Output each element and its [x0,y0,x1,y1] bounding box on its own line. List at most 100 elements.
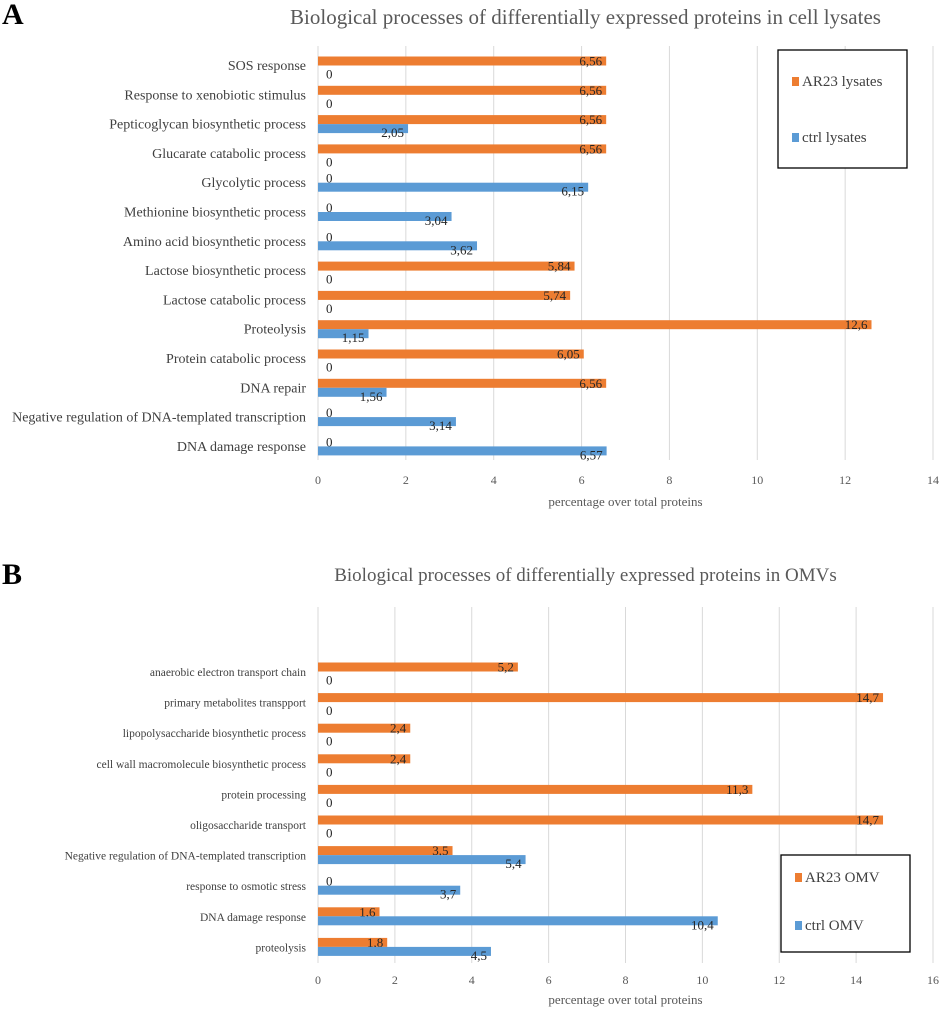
chart-a-x-tick-label: 6 [579,473,585,487]
chart-b-bar-series2 [318,855,526,865]
chart-b-category-label: lipopolysaccharide biosynthetic process [123,728,307,740]
chart-a-data-label: 6,15 [561,184,584,199]
chart-a-data-label: 5,84 [548,259,571,274]
chart-a-data-label: 0 [326,405,333,420]
chart-b-data-label: 0 [326,703,333,718]
chart-a-category-label: SOS response [228,59,306,74]
chart-a-x-tick-label: 14 [927,473,939,487]
chart-b-bar-series2 [318,885,461,895]
chart-a-bar-series2 [318,124,409,134]
chart-a-data-label: 0 [326,96,333,111]
chart-b-data-label: 0 [326,795,333,810]
chart-a-data-label: 6,57 [580,447,603,462]
panel-label-a: A [2,0,24,31]
chart-a-x-tick-label: 8 [666,473,672,487]
chart-b-data-label: 10,4 [691,917,714,932]
chart-a-bar-series1 [318,85,607,95]
chart-a-category-label: Glycolytic process [201,176,306,191]
chart-b-category-label: DNA damage response [200,912,306,924]
chart-a-bar-series1 [318,115,607,125]
chart-b-category-label: proteolysis [256,942,307,954]
chart-a-category-label: Protein catabolic process [166,352,306,367]
chart-a-category-label: DNA damage response [177,440,306,455]
chart-a-data-label: 3,04 [425,213,448,228]
chart-a-bar-series2 [318,387,387,397]
chart-a-bar-series2 [318,212,452,221]
chart-a-category-label: Glucarate catabolic process [152,147,306,162]
chart-b-legend-swatch [795,873,802,882]
chart-a-legend-box [777,49,908,169]
chart-b-data-label: 0 [326,734,333,749]
chart-b-category-label: primary metabolites transpport [164,698,307,710]
chart-a-bar-series2 [318,417,456,427]
chart-a-data-label: 2,05 [381,125,404,140]
chart-a-bar-series1 [318,349,584,359]
chart-a-category-label: Methionine biosynthetic process [124,206,306,221]
chart-a-bar-series1 [318,378,607,388]
chart-a-data-label: 6,56 [579,112,602,127]
chart-a-category-label: Negative regulation of DNA-templated tra… [12,411,306,426]
chart-a-data-label: 6,56 [579,83,602,98]
chart-b-bar-series2 [318,946,491,956]
chart-a-bar-series1 [318,290,571,300]
chart-a-category-label: Lactose catabolic process [163,293,306,308]
chart-a-title: Biological processes of differentially e… [290,5,881,29]
chart-a-category-label: Proteolysis [244,323,306,338]
chart-a-legend-label: ctrl lysates [802,130,867,146]
chart-a-x-tick-label: 12 [839,473,851,487]
chart-b-bar-series1 [318,846,453,856]
chart-b-bar-series1 [318,907,380,917]
chart-b-data-label: 0 [326,874,333,889]
chart-b-data-label: 14,7 [856,690,879,705]
chart-b-data-label: 14,7 [856,813,879,828]
chart-a-bar-series1 [318,56,607,66]
chart-b-x-tick-label: 12 [773,973,785,987]
chart-a-x-tick-label: 2 [403,473,409,487]
chart-b-data-label: 0 [326,673,333,688]
chart-a-data-label: 1,56 [360,389,383,404]
chart-a-category-label: Pepticoglycan biosynthetic process [109,118,306,133]
chart-b-bar-series1 [318,815,884,825]
chart-a-x-tick-label: 10 [751,473,763,487]
chart-b-x-axis-label: percentage over total proteins [548,992,702,1007]
chart-a-x-tick-label: 4 [491,473,497,487]
chart-b-category-label: response to osmotic stress [186,881,306,893]
chart-a-x-tick-label: 0 [315,473,321,487]
panel-label-b: B [2,558,23,591]
chart-a-category-label: Amino acid biosynthetic process [123,235,306,250]
chart-b-data-label: 3,7 [440,887,457,902]
chart-a-data-label: 12,6 [845,317,868,332]
chart-a-x-axis-label: percentage over total proteins [548,494,702,509]
chart-b-category-label: Negative regulation of DNA-templated tra… [65,851,307,863]
chart-a-data-label: 5,74 [543,288,566,303]
chart-b-x-tick-label: 14 [850,973,862,987]
chart-a-data-label: 6,56 [579,141,602,156]
chart-a-data-label: 0 [326,229,333,244]
chart-a-data-label: 0 [326,360,333,375]
chart-a-data-label: 3,62 [450,242,473,257]
chart-b-x-tick-label: 4 [469,973,475,987]
chart-a-legend-label: AR23 lysates [802,74,883,90]
chart-b-data-label: 3,5 [432,843,448,858]
chart-b-x-tick-label: 10 [696,973,708,987]
chart-b-data-label: 2,4 [390,751,407,766]
chart-a-bar-series2 [318,241,478,251]
chart-b-bar-series1 [318,693,884,703]
chart-a-data-label: 0 [326,171,333,186]
chart-b-x-tick-label: 16 [927,973,939,987]
chart-a-data-label: 0 [326,154,333,169]
chart-b-data-label: 1,6 [359,904,376,919]
chart-a-bar-series2 [318,329,369,339]
chart-b-bar-series1 [318,784,753,794]
chart-a-legend-swatch [792,133,799,142]
chart-b-data-label: 0 [326,826,333,841]
chart-b-bar-series1 [318,754,411,764]
chart-b-legend-box [780,854,911,953]
chart-b-data-label: 2,4 [390,721,407,736]
chart-a-data-label: 3,14 [429,418,452,433]
chart-b-x-tick-label: 2 [392,973,398,987]
chart-a-data-label: 0 [326,301,333,316]
chart-a-data-label: 0 [326,67,333,82]
chart-b-bar-series1 [318,662,518,672]
chart-b-legend-label: AR23 OMV [805,870,880,886]
